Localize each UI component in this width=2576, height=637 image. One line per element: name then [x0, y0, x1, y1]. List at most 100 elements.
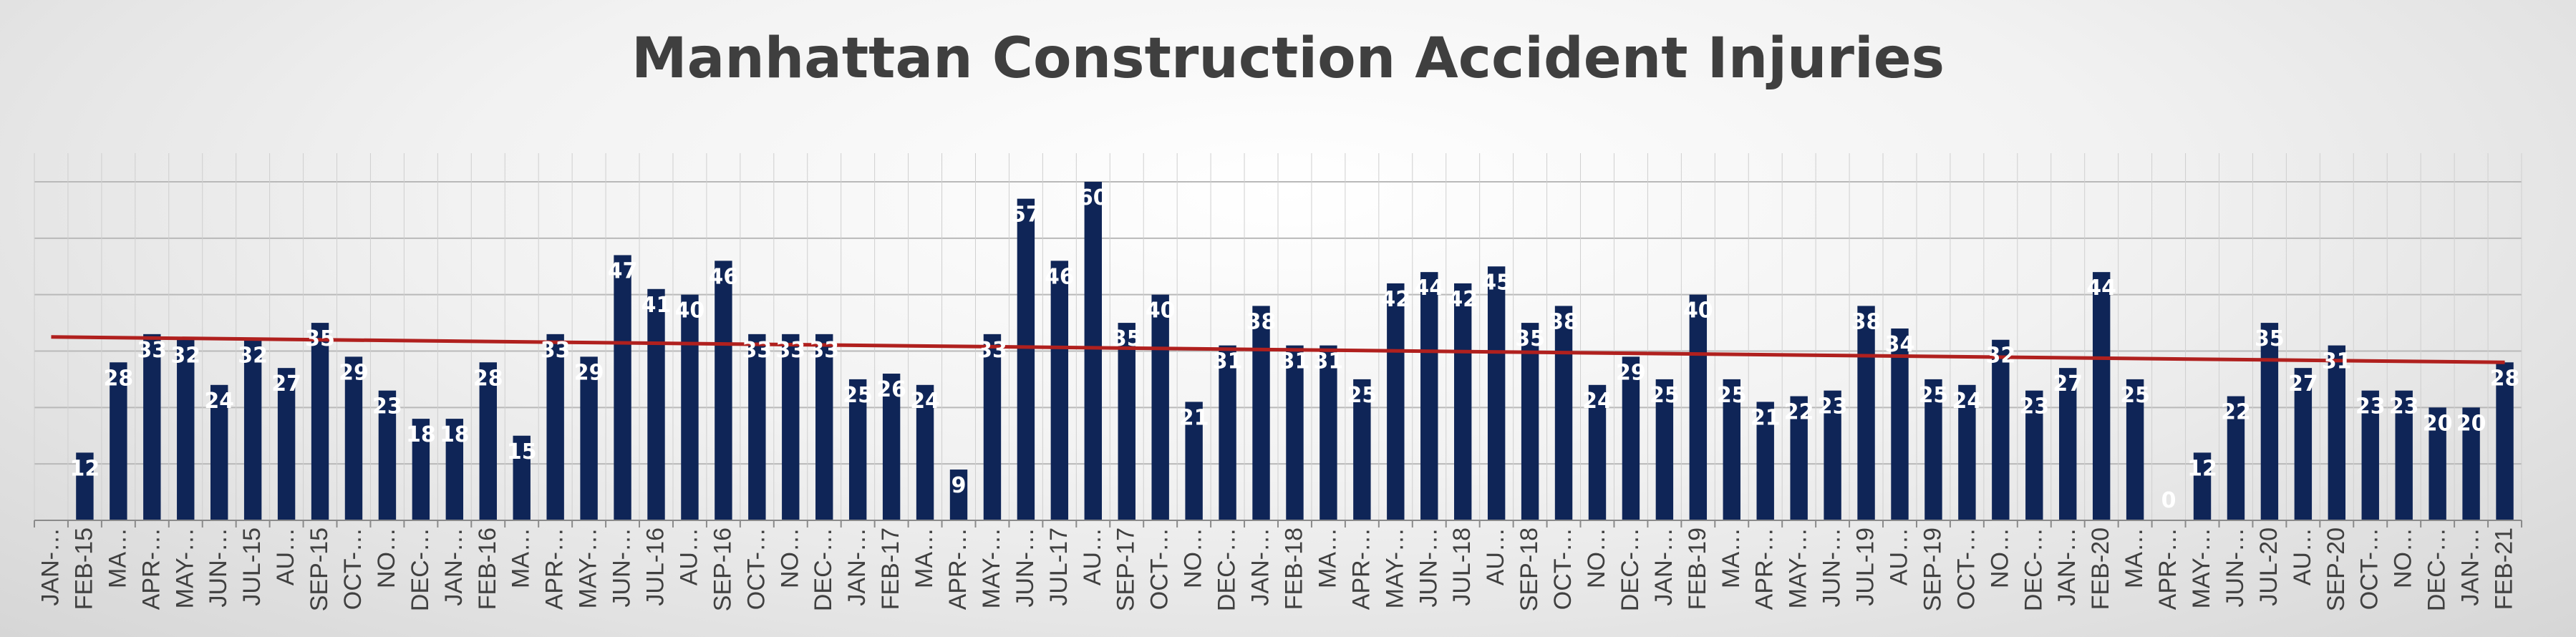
bar: [378, 390, 397, 520]
chart-title: Manhattan Construction Accident Injuries: [631, 26, 1945, 91]
data-label: 21: [1179, 405, 1209, 430]
data-label: 40: [675, 298, 705, 324]
data-label: 26: [876, 377, 906, 402]
bar: [513, 435, 531, 520]
bar: [143, 334, 161, 520]
data-label: 35: [1515, 326, 1545, 351]
x-tick-label: SEP-19: [1919, 527, 1946, 611]
x-tick-label: JAN-…: [843, 527, 871, 606]
bar: [1420, 272, 1438, 520]
data-label: 28: [103, 366, 133, 391]
x-tick-label: JUL-17: [1045, 527, 1072, 606]
data-label: 20: [2423, 411, 2453, 436]
bar: [344, 356, 363, 520]
data-label: 15: [507, 439, 537, 465]
x-tick-label: DEC-…: [1617, 527, 1644, 611]
x-tick-label: SEP-17: [1113, 527, 1140, 611]
x-tick-label: JUN-…: [205, 527, 232, 607]
data-label: 38: [1549, 309, 1579, 334]
data-label: 29: [574, 360, 604, 385]
data-label: 0: [2161, 488, 2176, 513]
bar: [2193, 452, 2212, 520]
data-label: 31: [2322, 349, 2352, 374]
x-tick-label: AU…: [272, 527, 299, 585]
bar: [1387, 283, 1405, 520]
data-label: 25: [1919, 383, 1949, 408]
gridlines: [34, 153, 2522, 520]
data-label: 57: [1011, 203, 1041, 228]
bar: [916, 384, 934, 520]
x-tick-label: JUN-…: [1819, 527, 1846, 607]
bar: [1554, 306, 1573, 520]
x-tick-label: JAN-…: [2457, 527, 2484, 606]
bar: [1118, 323, 1136, 520]
x-tick-label: OCT-…: [1146, 527, 1173, 610]
bar: [2496, 362, 2514, 520]
x-tick-label: OCT-…: [1952, 527, 1980, 610]
x-tick-label: DEC-…: [2020, 527, 2047, 611]
bar: [647, 288, 665, 520]
bar: [1958, 384, 1976, 520]
bar: [848, 379, 867, 520]
x-tick-label: MAY-…: [575, 527, 602, 608]
x-tick-label: APR-…: [2154, 527, 2182, 610]
data-label: 20: [2456, 411, 2487, 436]
bar: [1286, 345, 1304, 520]
bar: [2092, 272, 2111, 520]
data-label: 33: [775, 338, 805, 363]
x-tick-label: MA…: [1718, 527, 1745, 588]
x-tick-label: APR-…: [1347, 527, 1375, 610]
x-tick-label: JUN-…: [1415, 527, 1442, 607]
bar: [2294, 368, 2313, 520]
bar: [445, 419, 464, 520]
data-label: 25: [2120, 383, 2150, 408]
x-tick-label: JUL-16: [642, 527, 669, 606]
data-label: 46: [709, 264, 739, 289]
bar: [277, 368, 296, 520]
x-tick-label: APR-…: [541, 527, 568, 610]
x-tick-label: NO…: [1583, 527, 1610, 588]
data-label: 38: [1246, 309, 1277, 334]
bar: [76, 452, 94, 520]
data-label: 60: [1078, 185, 1108, 210]
x-tick-label: SEP-20: [2323, 527, 2350, 611]
data-label: 29: [339, 360, 369, 385]
bar: [1453, 283, 1472, 520]
x-tick-label: MAY-…: [2188, 527, 2215, 608]
data-label: 24: [1582, 389, 1612, 414]
data-label: 22: [2221, 400, 2251, 425]
bar: [1353, 379, 1371, 520]
bar: [243, 339, 262, 520]
bar: [2260, 323, 2279, 520]
x-tick-label: JUL-15: [238, 527, 266, 606]
x-tick-label: MAY-…: [1785, 527, 1812, 608]
bar: [681, 294, 699, 520]
data-label: 38: [1851, 309, 1882, 334]
data-label: 33: [977, 338, 1007, 363]
bar: [2328, 345, 2346, 520]
data-label: 32: [1985, 344, 2015, 369]
data-label: 25: [1650, 383, 1680, 408]
x-tick-label: NO…: [1986, 527, 2013, 588]
data-label: 25: [1347, 383, 1377, 408]
bar: [882, 374, 901, 520]
bar: [311, 323, 329, 520]
bar: [110, 362, 127, 520]
bar: [546, 334, 564, 520]
data-label: 33: [742, 338, 772, 363]
data-label: 31: [1280, 349, 1310, 374]
bar: [1017, 198, 1035, 520]
bar: [2462, 407, 2480, 520]
bar: [177, 339, 195, 520]
data-label: 18: [406, 422, 436, 447]
bar: [2227, 396, 2245, 520]
bar: [1790, 396, 1808, 520]
x-tick-label: AU…: [675, 527, 702, 585]
data-label: 21: [1751, 405, 1781, 430]
data-label: 27: [271, 371, 301, 397]
data-label: 24: [204, 389, 234, 414]
x-tick-label: SEP-15: [306, 527, 333, 611]
bar: [1588, 384, 1607, 520]
